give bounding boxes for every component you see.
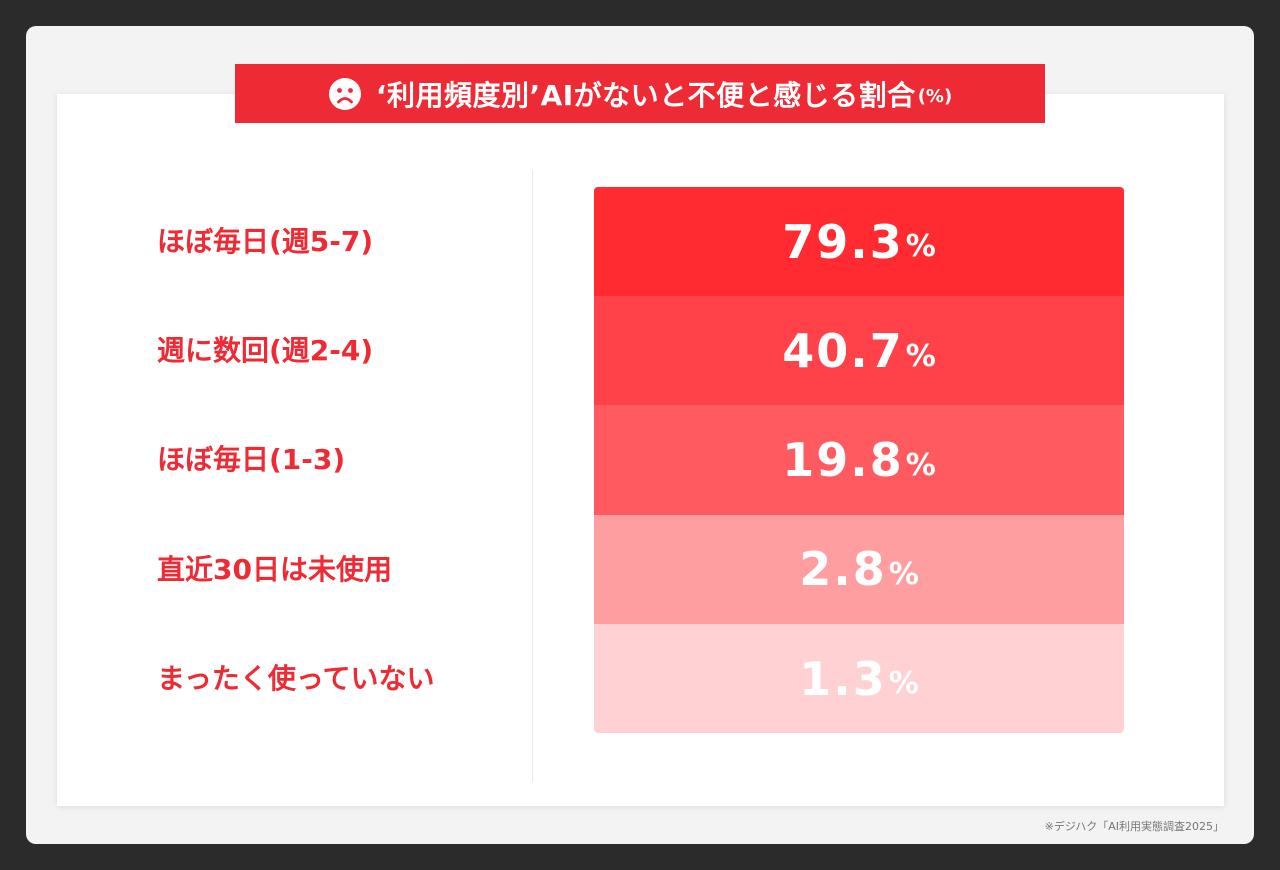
category-label-4: 直近30日は未使用 bbox=[157, 552, 392, 586]
value-label-5: 1.3 bbox=[799, 651, 887, 706]
percent-sign: % bbox=[905, 229, 936, 265]
percent-sign: % bbox=[888, 556, 919, 592]
source-note: ※デジハク「AI利用実態調査2025」 bbox=[1044, 820, 1224, 833]
category-label-1: ほぼ毎日(週5-7) bbox=[157, 225, 374, 258]
column-divider bbox=[532, 170, 533, 782]
value-label-4: 2.8 bbox=[799, 542, 887, 597]
value-label-3: 19.8 bbox=[782, 433, 904, 488]
category-label-2: 週に数回(週2-4) bbox=[157, 334, 374, 368]
category-label-3: ほぼ毎日(1-3) bbox=[157, 443, 346, 477]
value-bar-4: 2.8% bbox=[594, 514, 1124, 625]
value-bar-1: 79.3% bbox=[594, 187, 1124, 297]
percent-sign: % bbox=[905, 447, 936, 483]
sad-face-icon bbox=[328, 77, 361, 110]
percent-sign: % bbox=[888, 666, 919, 702]
value-label-1: 79.3 bbox=[782, 214, 904, 269]
value-label-2: 40.7 bbox=[782, 324, 904, 379]
chart-title: ‘利用頻度別’AIがないと不便と感じる割合 bbox=[375, 78, 916, 112]
value-bar-2: 40.7% bbox=[594, 296, 1124, 406]
category-label-5: まったく使っていない bbox=[157, 661, 435, 695]
chart-title-bar: ‘利用頻度別’AIがないと不便と感じる割合 (%) bbox=[235, 64, 1045, 123]
value-bar-3: 19.8% bbox=[594, 405, 1124, 516]
percent-sign: % bbox=[905, 338, 936, 374]
chart-title-unit: (%) bbox=[917, 86, 953, 107]
value-bar-5: 1.3% bbox=[594, 623, 1124, 733]
value-bars: 79.3% 40.7% 19.8% 2.8% 1.3% bbox=[594, 187, 1124, 733]
